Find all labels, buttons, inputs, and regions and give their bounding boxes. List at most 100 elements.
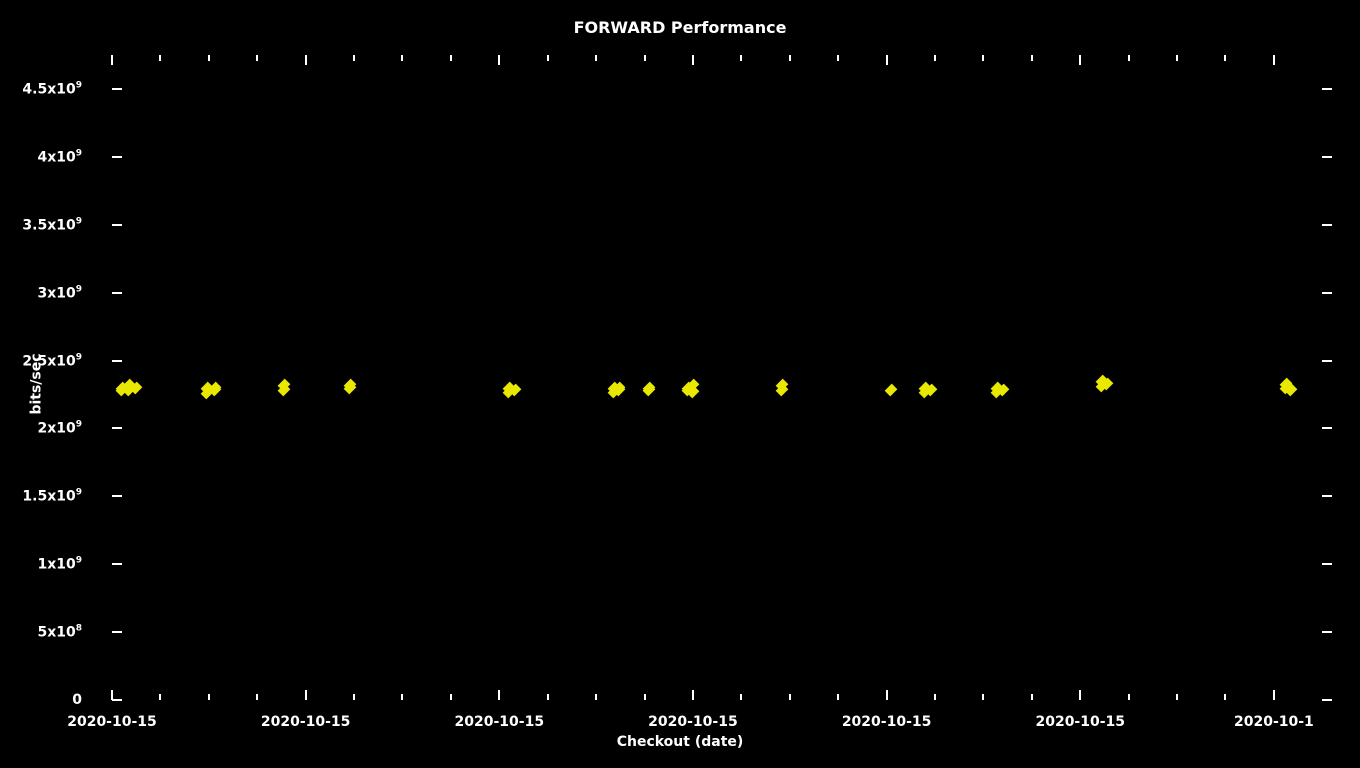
data-point [925, 384, 938, 397]
data-point [776, 384, 789, 397]
x-minor-tick [740, 694, 742, 700]
data-point [201, 381, 214, 394]
y-tick-mark [1322, 631, 1332, 633]
x-major-tick [886, 690, 888, 700]
data-point [919, 385, 932, 398]
y-tick-mark [112, 224, 122, 226]
data-point [208, 381, 221, 394]
x-minor-tick [1128, 55, 1130, 61]
y-tick-mark [1322, 495, 1332, 497]
x-minor-tick [159, 694, 161, 700]
y-tick-mark [112, 699, 122, 701]
x-minor-tick [353, 694, 355, 700]
data-point [885, 384, 898, 397]
y-tick-label: 3x109 [37, 284, 82, 301]
x-major-tick [692, 690, 694, 700]
data-point [503, 385, 516, 398]
x-minor-tick [1031, 55, 1033, 61]
x-minor-tick [837, 55, 839, 61]
x-minor-tick [982, 55, 984, 61]
data-point [344, 381, 357, 394]
y-tick-mark [112, 631, 122, 633]
x-minor-tick [740, 55, 742, 61]
data-point [687, 379, 700, 392]
x-minor-tick [159, 55, 161, 61]
y-tick-mark [112, 563, 122, 565]
data-point [344, 379, 357, 392]
y-tick-mark [1322, 360, 1332, 362]
x-major-tick [498, 55, 500, 65]
y-tick-label: 4x109 [37, 149, 82, 166]
x-tick-label: 2020-10-15 [67, 714, 157, 730]
chart-title: FORWARD Performance [0, 18, 1360, 37]
y-tick-label: 1x109 [37, 556, 82, 573]
data-point [607, 385, 620, 398]
data-point [508, 384, 521, 397]
y-tick-mark [112, 495, 122, 497]
data-point [1095, 380, 1108, 393]
data-point [115, 384, 128, 397]
data-point [123, 379, 136, 392]
y-tick-label: 4.5x109 [22, 81, 82, 98]
data-point [208, 384, 221, 397]
x-minor-tick [789, 55, 791, 61]
y-tick-mark [112, 156, 122, 158]
data-point [1101, 377, 1114, 390]
x-tick-label: 2020-10-1 [1234, 714, 1314, 730]
x-minor-tick [934, 694, 936, 700]
data-point [919, 381, 932, 394]
x-minor-tick [450, 694, 452, 700]
x-minor-tick [547, 55, 549, 61]
x-minor-tick [256, 55, 258, 61]
x-major-tick [886, 55, 888, 65]
x-major-tick [1079, 690, 1081, 700]
y-tick-label: 3.5x109 [22, 216, 82, 233]
data-point [607, 381, 620, 394]
y-tick-mark [1322, 292, 1332, 294]
y-tick-label: 2.5x109 [22, 352, 82, 369]
x-major-tick [1079, 55, 1081, 65]
data-point [1285, 384, 1298, 397]
x-tick-label: 2020-10-15 [1035, 714, 1125, 730]
data-point [278, 379, 291, 392]
x-minor-tick [1176, 694, 1178, 700]
x-major-tick [498, 690, 500, 700]
y-tick-label: 5x108 [37, 624, 82, 641]
y-tick-mark [1322, 563, 1332, 565]
y-tick-label: 0 [72, 692, 82, 708]
data-point [996, 384, 1009, 397]
x-minor-tick [1224, 694, 1226, 700]
y-tick-mark [112, 427, 122, 429]
x-tick-label: 2020-10-15 [261, 714, 351, 730]
x-minor-tick [1128, 694, 1130, 700]
data-point [776, 379, 789, 392]
x-minor-tick [595, 55, 597, 61]
x-minor-tick [401, 55, 403, 61]
x-minor-tick [208, 694, 210, 700]
x-axis-label: Checkout (date) [0, 734, 1360, 750]
data-point [130, 381, 143, 394]
data-point [115, 381, 128, 394]
x-minor-tick [1224, 55, 1226, 61]
x-minor-tick [1176, 55, 1178, 61]
y-tick-mark [1322, 224, 1332, 226]
data-point [991, 385, 1004, 398]
x-major-tick [305, 690, 307, 700]
x-minor-tick [789, 694, 791, 700]
x-minor-tick [401, 694, 403, 700]
x-major-tick [692, 55, 694, 65]
x-major-tick [305, 55, 307, 65]
y-tick-mark [112, 292, 122, 294]
y-tick-mark [1322, 699, 1332, 701]
x-minor-tick [208, 55, 210, 61]
x-major-tick [111, 55, 113, 65]
x-major-tick [1273, 55, 1275, 65]
data-point [643, 381, 656, 394]
x-minor-tick [353, 55, 355, 61]
y-tick-mark [1322, 156, 1332, 158]
x-minor-tick [644, 55, 646, 61]
data-point [278, 384, 291, 397]
x-minor-tick [547, 694, 549, 700]
y-tick-label: 2x109 [37, 420, 82, 437]
x-minor-tick [837, 694, 839, 700]
